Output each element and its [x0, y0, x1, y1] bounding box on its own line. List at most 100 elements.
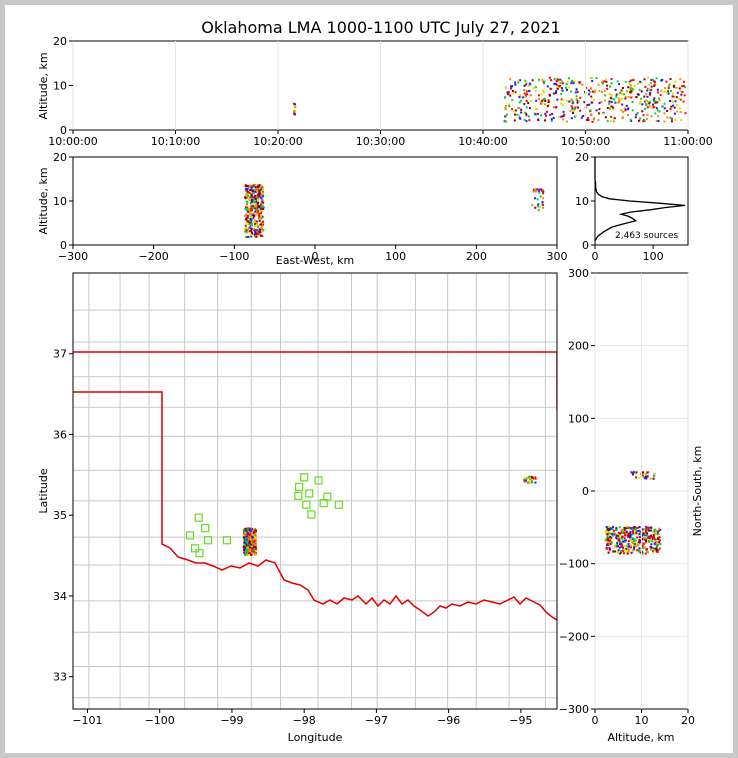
time-height-source-dot: [665, 90, 668, 93]
time-height-source-dot: [606, 106, 609, 109]
time-height-x-tick-label: 10:10:00: [151, 135, 200, 148]
time-height-source-dot: [608, 107, 611, 110]
plan-view-source-dot: [244, 551, 247, 554]
time-height-source-dot: [613, 117, 616, 120]
time-height-source-dot: [630, 119, 633, 122]
time-height-source-dot: [610, 105, 613, 108]
ns-altitude-source-dot: [629, 539, 632, 542]
ew-altitude-source-dot: [257, 193, 260, 196]
time-height-source-dot: [606, 120, 609, 123]
time-height-source-dot: [541, 78, 544, 81]
ew-altitude-source-dot: [246, 187, 249, 190]
ew-altitude-source-dot: [248, 199, 251, 202]
time-height-source-dot: [513, 110, 516, 113]
ew-altitude-source-dot: [250, 186, 253, 189]
time-height-source-dot: [646, 106, 649, 109]
ew-altitude-source-dot: [255, 211, 258, 214]
time-height-source-dot: [292, 112, 295, 115]
time-height-source-dot: [606, 84, 609, 87]
county-boundaries: [73, 273, 557, 709]
time-height-source-dot: [514, 91, 517, 94]
ew-altitude-source-dot: [537, 190, 540, 193]
time-height-source-dot: [663, 120, 666, 123]
ns-altitude-y-tick-label: 200: [568, 340, 589, 353]
ew-altitude-source-dot: [250, 233, 253, 236]
plan-view-source-dot: [530, 476, 533, 479]
time-height-source-dot: [549, 94, 552, 97]
plan-view-source-dot: [250, 553, 253, 556]
time-height-source-dot: [598, 101, 601, 104]
time-height-source-dot: [574, 106, 577, 109]
ew-altitude-source-dot: [539, 195, 542, 198]
time-height-source-dot: [589, 109, 592, 112]
ns-altitude-source-dot: [656, 532, 659, 535]
time-height-x-tick-label: 10:30:00: [356, 135, 405, 148]
time-height-source-dot: [675, 103, 678, 106]
ns-altitude-source-dot: [623, 537, 626, 540]
ns-altitude-source-dot: [649, 546, 652, 549]
ew-altitude-source-dot: [244, 197, 247, 200]
ew-altitude-source-dot: [262, 202, 265, 205]
time-height-source-dot: [586, 104, 589, 107]
time-height-source-dot: [547, 100, 550, 103]
time-height-source-dot: [534, 86, 537, 89]
time-height-source-dot: [557, 115, 560, 118]
time-height-source-dot: [647, 101, 650, 104]
time-height-source-dot: [532, 87, 535, 90]
time-height-source-dot: [575, 88, 578, 91]
plan-view-source-dot: [247, 532, 250, 535]
oklahoma-state-border: [73, 391, 557, 621]
ew-altitude-source-dot: [260, 228, 263, 231]
time-height-source-dot: [610, 94, 613, 97]
ns-altitude-source-dot: [604, 539, 607, 542]
time-height-source-dot: [644, 107, 647, 110]
ns-altitude-source-dot: [658, 527, 661, 530]
time-height-source-dot: [670, 105, 673, 108]
time-height-source-dot: [624, 97, 627, 100]
time-height-source-dot: [663, 112, 666, 115]
ew-altitude-source-dot: [261, 187, 264, 190]
ew-altitude-source-dot: [262, 195, 265, 198]
ew-altitude-y-label: Altitude, km: [37, 167, 50, 234]
ns-altitude-source-dot: [635, 529, 638, 532]
plan-view-source-dot: [524, 477, 527, 480]
time-height-source-dot: [679, 107, 682, 110]
time-height-source-dot: [565, 120, 568, 123]
time-height-source-dot: [511, 85, 514, 88]
ew-altitude-source-dot: [250, 217, 253, 220]
ew-altitude-source-dot: [245, 208, 248, 211]
time-height-source-dot: [519, 117, 522, 120]
time-height-source-dot: [568, 100, 571, 103]
ns-altitude-panel: 0 10 20 −300 −200 −100 0 100 200 300 Altitude, km…: [559, 267, 704, 744]
ns-altitude-source-dot: [618, 552, 621, 555]
time-height-source-dot: [625, 104, 628, 107]
ns-altitude-source-dot: [651, 551, 654, 554]
plan-view-source-dot: [251, 537, 254, 540]
plan-view-source-dot: [242, 545, 245, 548]
time-height-source-dot: [619, 92, 622, 95]
plan-view-sources: [242, 475, 537, 556]
time-height-source-dot: [518, 116, 521, 119]
plan-view-source-dot: [242, 530, 245, 533]
time-height-source-dot: [679, 78, 682, 81]
ew-altitude-source-dot: [532, 190, 535, 193]
ns-altitude-source-dot: [649, 529, 652, 532]
ns-altitude-source-dot: [608, 547, 611, 550]
ns-altitude-source-dot: [648, 540, 651, 543]
ns-altitude-source-dot: [632, 531, 635, 534]
time-height-source-dot: [518, 94, 521, 97]
ns-altitude-source-dot: [631, 536, 634, 539]
ew-altitude-source-dot: [248, 226, 251, 229]
time-height-source-dot: [590, 113, 593, 116]
time-height-source-dot: [620, 109, 623, 112]
time-height-source-dot: [592, 98, 595, 101]
ns-altitude-source-dot: [652, 550, 655, 553]
ns-altitude-source-dot: [644, 477, 647, 480]
time-height-source-dot: [617, 97, 620, 100]
time-height-source-dot: [543, 103, 546, 106]
time-height-source-dot: [597, 119, 600, 122]
ew-altitude-source-dot: [245, 226, 248, 229]
time-height-source-dot: [671, 99, 674, 102]
ew-altitude-source-dot: [252, 184, 255, 187]
ns-altitude-source-dot: [659, 543, 662, 546]
